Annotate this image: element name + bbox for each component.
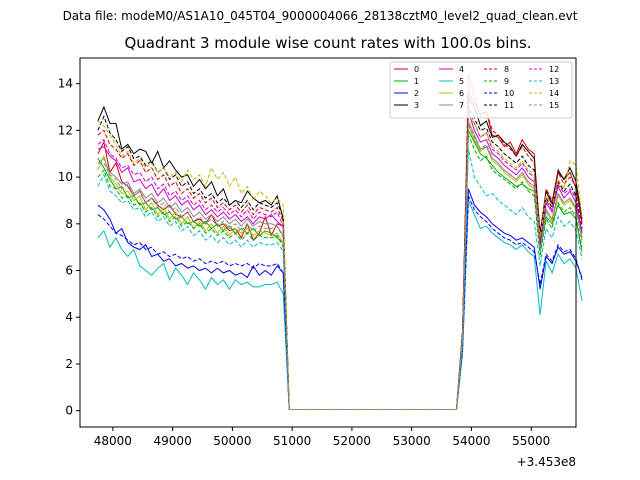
legend-label-12: 12 xyxy=(549,65,559,74)
series-line-1 xyxy=(97,130,583,410)
legend-label-11: 11 xyxy=(504,101,514,110)
legend-label-9: 9 xyxy=(504,77,509,86)
y-tick-label: 8 xyxy=(65,217,73,231)
series-line-10 xyxy=(97,195,583,410)
x-tick-label: 52000 xyxy=(333,434,371,448)
x-tick-label: 48000 xyxy=(94,434,132,448)
series-line-5 xyxy=(97,200,583,410)
y-tick-label: 4 xyxy=(65,310,73,324)
legend-label-13: 13 xyxy=(549,77,559,86)
y-tick-label: 10 xyxy=(58,170,73,184)
series-layer xyxy=(97,74,583,410)
legend-frame xyxy=(389,61,573,119)
x-tick-label: 51000 xyxy=(273,434,311,448)
series-line-6 xyxy=(97,125,583,410)
x-tick-label: 50000 xyxy=(213,434,251,448)
y-tick-label: 12 xyxy=(58,123,73,137)
series-line-14 xyxy=(97,115,583,410)
legend-label-6: 6 xyxy=(459,89,464,98)
y-tick-label: 0 xyxy=(65,404,73,418)
series-line-0 xyxy=(97,91,583,410)
x-tick-label: 54000 xyxy=(452,434,490,448)
legend-label-14: 14 xyxy=(549,89,559,98)
x-tick-label: 53000 xyxy=(393,434,431,448)
legend-label-5: 5 xyxy=(459,77,464,86)
series-line-11 xyxy=(97,106,583,410)
series-line-2 xyxy=(97,188,583,410)
legend-label-7: 7 xyxy=(459,101,464,110)
legend-label-3: 3 xyxy=(414,101,419,110)
x-tick-label: 55000 xyxy=(512,434,550,448)
legend-label-2: 2 xyxy=(414,89,419,98)
chart-title: Quadrant 3 module wise count rates with … xyxy=(124,34,532,52)
y-tick-label: 2 xyxy=(65,357,73,371)
x-tick-label: 49000 xyxy=(154,434,192,448)
x-offset-label: +3.453e8 xyxy=(517,455,576,469)
legend-label-8: 8 xyxy=(504,65,509,74)
axis-ticks: 48000 49000 50000 51000 52000 53000 54000 55000… xyxy=(58,77,551,448)
legend-label-15: 15 xyxy=(549,101,559,110)
y-tick-label: 14 xyxy=(58,77,73,91)
legend-label-4: 4 xyxy=(459,65,464,74)
legend-label-1: 1 xyxy=(414,77,419,86)
plot-frame xyxy=(79,57,577,428)
legend-label-10: 10 xyxy=(504,89,514,98)
y-tick-label: 6 xyxy=(65,264,73,278)
series-line-15 xyxy=(97,123,583,410)
file-label: Data file: modeM0/AS1A10_045T04_90000040… xyxy=(62,9,578,23)
series-line-7 xyxy=(97,120,583,410)
series-line-13 xyxy=(97,148,583,410)
legend-label-0: 0 xyxy=(414,65,419,74)
series-line-3 xyxy=(97,96,583,410)
series-line-8 xyxy=(97,74,583,410)
